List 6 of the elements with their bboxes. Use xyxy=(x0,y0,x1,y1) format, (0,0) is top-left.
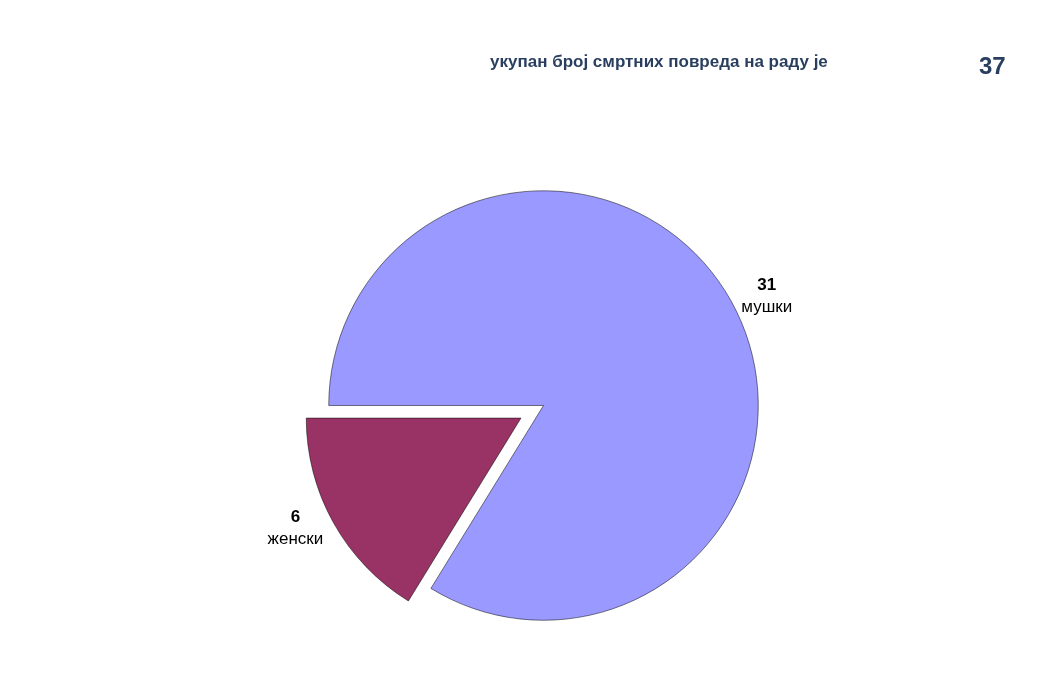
text: 37 xyxy=(979,52,1006,79)
slice-label: женски xyxy=(267,529,324,549)
data-label: 6 xyxy=(290,507,301,527)
slice-label: мушки xyxy=(741,297,793,317)
data-label: 31 xyxy=(757,275,777,295)
chart-title: укупан број смртних повреда на раду је xyxy=(490,52,828,71)
